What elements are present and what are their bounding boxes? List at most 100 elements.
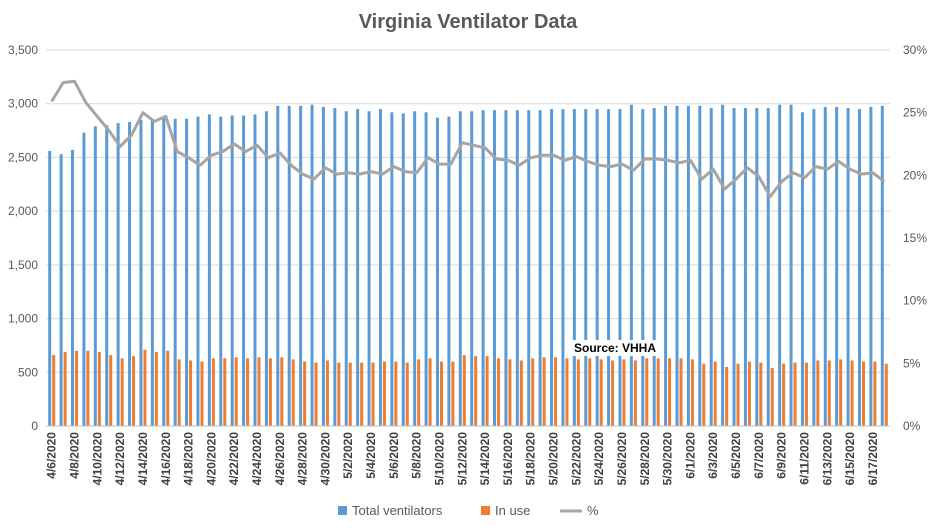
bar-in-use <box>645 358 649 426</box>
bar-total-ventilators <box>71 149 75 426</box>
bar-in-use <box>622 359 626 426</box>
chart-title: Virginia Ventilator Data <box>359 11 578 33</box>
bar-in-use <box>325 360 329 426</box>
bar-in-use <box>554 357 558 426</box>
bar-in-use <box>861 361 865 426</box>
y-axis-right: 0% 5% 10% 15% 20% 25% 30% <box>903 43 927 433</box>
y-right-tick-label: 5% <box>903 356 921 370</box>
bar-in-use <box>884 363 888 426</box>
bar-in-use <box>679 358 683 426</box>
x-tick-label: 5/8/2020 <box>410 432 424 479</box>
bar-total-ventilators <box>287 105 291 426</box>
bar-in-use <box>542 357 546 426</box>
bar-total-ventilators <box>321 106 325 427</box>
legend-label: % <box>587 503 599 518</box>
bar-in-use <box>839 359 843 426</box>
bar-total-ventilators <box>561 109 565 426</box>
bar-in-use <box>268 358 272 426</box>
y-left-tick-label: 3,000 <box>8 97 38 111</box>
bar-total-ventilators <box>664 105 668 426</box>
x-tick-label: 5/28/2020 <box>638 432 652 486</box>
bar-total-ventilators <box>150 119 154 426</box>
legend-label: In use <box>495 503 530 518</box>
bar-total-ventilators <box>493 110 497 426</box>
bar-total-ventilators <box>401 113 405 426</box>
x-tick-label: 5/22/2020 <box>569 432 583 486</box>
bar-in-use <box>508 359 512 426</box>
x-tick-label: 4/30/2020 <box>318 432 332 486</box>
bar-in-use <box>451 361 455 426</box>
y-left-tick-label: 500 <box>18 365 38 379</box>
bar-in-use <box>97 351 101 426</box>
bar-total-ventilators <box>424 112 428 427</box>
bar-in-use <box>234 357 238 426</box>
x-tick-label: 4/12/2020 <box>113 432 127 486</box>
bar-in-use <box>291 359 295 426</box>
bar-total-ventilators <box>93 126 97 426</box>
x-tick-label: 6/13/2020 <box>820 432 834 486</box>
x-tick-label: 5/30/2020 <box>661 432 675 486</box>
bar-total-ventilators <box>766 108 770 427</box>
bar-in-use <box>154 351 158 426</box>
bar-total-ventilators <box>675 105 679 426</box>
bar-in-use <box>747 361 751 426</box>
bar-in-use <box>519 360 523 426</box>
bar-total-ventilators <box>641 109 645 426</box>
bar-in-use <box>177 359 181 426</box>
x-tick-label: 5/12/2020 <box>455 432 469 486</box>
bar-in-use <box>599 359 603 426</box>
bar-total-ventilators <box>333 108 337 427</box>
x-tick-label: 4/6/2020 <box>45 432 59 479</box>
x-tick-label: 5/18/2020 <box>524 432 538 486</box>
bar-total-ventilators <box>162 117 166 427</box>
x-tick-label: 5/4/2020 <box>364 432 378 479</box>
bar-total-ventilators <box>743 108 747 427</box>
bar-in-use <box>86 350 90 426</box>
bar-total-ventilators <box>607 109 611 426</box>
x-tick-label: 6/15/2020 <box>843 432 857 486</box>
x-tick-label: 5/24/2020 <box>592 432 606 486</box>
x-tick-label: 6/3/2020 <box>706 432 720 479</box>
bar-total-ventilators <box>413 111 417 426</box>
bar-total-ventilators <box>378 109 382 426</box>
x-tick-label: 4/10/2020 <box>90 432 104 486</box>
x-tick-label: 4/28/2020 <box>296 432 310 486</box>
bar-in-use <box>611 360 615 426</box>
percent-line <box>50 79 886 199</box>
bar-in-use <box>713 361 717 426</box>
bar-total-ventilators <box>299 105 303 426</box>
x-tick-label: 6/9/2020 <box>775 432 789 479</box>
bar-in-use <box>793 362 797 426</box>
bar-total-ventilators <box>185 118 189 427</box>
bar-in-use <box>189 360 193 426</box>
bar-in-use <box>725 366 729 426</box>
bar-total-ventilators <box>869 106 873 427</box>
x-tick-label: 5/10/2020 <box>432 432 446 486</box>
bar-total-ventilators <box>835 106 839 427</box>
x-tick-label: 4/20/2020 <box>204 432 218 486</box>
bar-total-ventilators <box>116 123 120 427</box>
bar-in-use <box>736 363 740 426</box>
bar-total-ventilators <box>652 108 656 427</box>
x-tick-label: 4/18/2020 <box>182 432 196 486</box>
bar-total-ventilators <box>812 109 816 426</box>
bar-total-ventilators <box>629 104 633 426</box>
bar-total-ventilators <box>173 118 177 427</box>
bar-total-ventilators <box>82 132 86 426</box>
bar-total-ventilators <box>196 116 200 426</box>
bar-in-use <box>850 360 854 426</box>
bar-in-use <box>816 360 820 426</box>
bar-total-ventilators <box>390 112 394 427</box>
bar-in-use <box>394 361 398 426</box>
source-annotation: Source: VHHA <box>574 341 656 355</box>
bar-total-ventilators <box>356 109 360 426</box>
bar-total-ventilators <box>698 105 702 426</box>
x-tick-label: 4/26/2020 <box>273 432 287 486</box>
bar-total-ventilators <box>618 109 622 426</box>
bar-in-use <box>565 358 569 426</box>
y-axis-left: 0 500 1,000 1,500 2,000 2,500 3,000 3,500 <box>8 43 38 433</box>
bar-total-ventilators <box>310 104 314 426</box>
x-tick-label: 4/8/2020 <box>68 432 82 479</box>
bar-in-use <box>827 360 831 426</box>
bars <box>48 104 888 427</box>
